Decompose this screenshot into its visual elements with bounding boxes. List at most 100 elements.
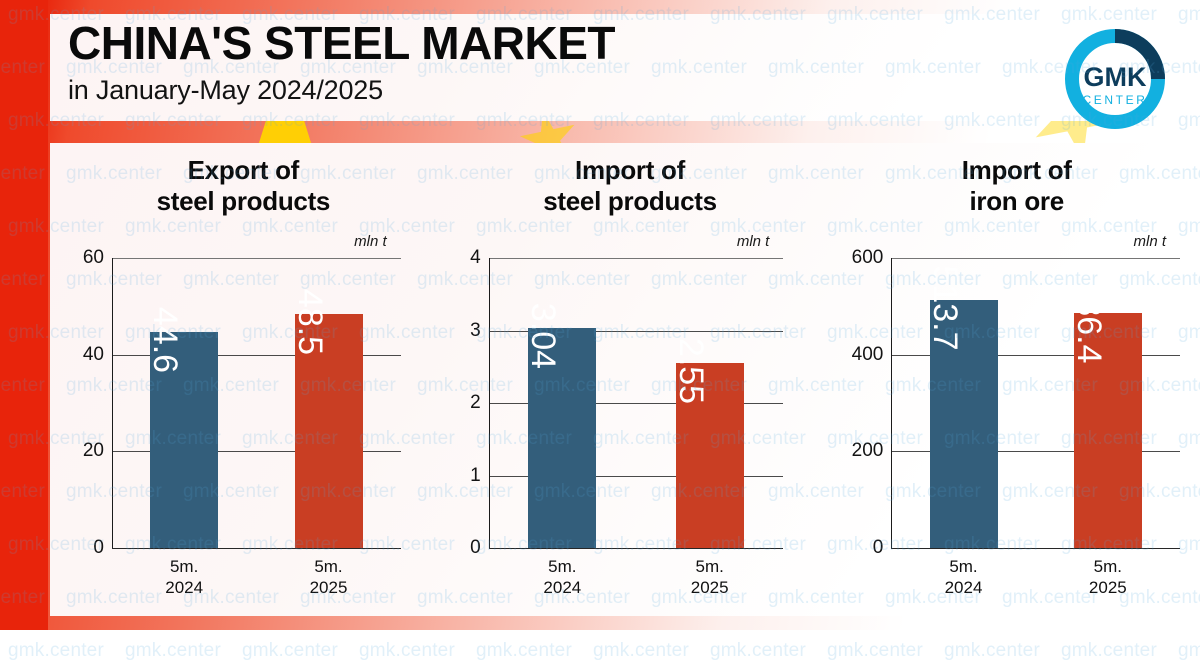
y-axis-tick-label: 4 — [470, 247, 481, 268]
bar-2024[interactable]: 513.7 — [926, 265, 998, 548]
gridline — [891, 258, 1181, 259]
flag-red-band — [0, 0, 48, 630]
chart-title-line-1: Export of — [187, 155, 300, 185]
bar-2024[interactable]: 44.6 — [146, 307, 219, 548]
chart-3: Import of iron ore mln t 0 200 400 600 513.7 5m.… — [823, 143, 1200, 616]
x-axis-label-line: 5m. — [314, 557, 343, 576]
charts-container: Export of steel products mln t 0 20 40 60 44.6 5… — [50, 143, 1200, 616]
logo-secondary-text: CENTER — [1083, 93, 1148, 107]
x-axis-category-label: 5m. 2024 — [543, 556, 581, 598]
logo-primary-text: GMK — [1084, 62, 1147, 92]
watermark: gmk.center — [827, 640, 923, 661]
y-axis-tick-label: 200 — [851, 440, 884, 462]
watermark: gmk.center — [125, 640, 221, 661]
plot-area: 0 200 400 600 513.7 5m. 2024 486.4 5m. 2025 — [852, 247, 1181, 597]
watermark: gmk.center — [1061, 640, 1157, 661]
chart-unit-label: mln t — [1133, 233, 1167, 250]
x-axis-category-label: 5m. 2024 — [165, 556, 203, 598]
bar-value-label: 44.6 — [146, 307, 185, 374]
chart-title-line-2: steel products — [156, 185, 331, 216]
chart-2: Import of steel products mln t 0 1 2 3 4 3.04 5m.… — [437, 143, 824, 616]
y-axis-line — [891, 258, 893, 548]
watermark: gmk.center — [476, 640, 572, 661]
watermark: gmk.center — [8, 640, 104, 661]
chart-title-line-2: iron ore — [969, 185, 1064, 216]
y-axis-tick-label: 400 — [851, 343, 884, 365]
gridline — [891, 451, 1181, 453]
gridline — [112, 258, 401, 259]
bar-value-label: 513.7 — [925, 265, 964, 351]
y-axis-line — [112, 258, 113, 548]
x-axis-category-label: 5m. 2024 — [945, 556, 983, 598]
logo-ring-accent — [1114, 29, 1165, 80]
x-axis-label-line: 5m. — [1093, 557, 1123, 576]
bar-2025[interactable]: 48.5 — [291, 289, 363, 548]
y-axis-line — [488, 258, 490, 548]
chart-title-line-2: steel products — [543, 185, 717, 216]
axis-x-line — [488, 548, 784, 549]
gridline — [488, 330, 784, 332]
watermark: gmk.center — [593, 640, 689, 661]
chart-title-line-1: Import of — [575, 155, 685, 185]
gridline — [112, 354, 401, 356]
bar-2025[interactable]: 2.55 — [672, 338, 744, 548]
x-axis-label-line: 2024 — [944, 578, 983, 598]
bar-2024[interactable]: 3.04 — [524, 303, 597, 548]
x-axis-category-label: 5m. 2025 — [691, 556, 729, 598]
watermark: gmk.center — [944, 640, 1040, 661]
x-axis-label-line: 5m. — [949, 557, 978, 576]
bar-value-label: 48.5 — [290, 288, 329, 355]
y-axis-tick-label: 2 — [470, 392, 481, 413]
y-axis-tick-label: 0 — [93, 537, 104, 558]
bar-2025[interactable]: 486.4 — [1070, 278, 1142, 548]
axis-x-line — [891, 548, 1181, 549]
header-text-block: CHINA'S STEEL MARKET in January-May 2024… — [68, 17, 616, 106]
x-axis-label-line: 2024 — [543, 578, 582, 598]
watermark: gmk.center — [242, 640, 338, 661]
header-panel: CHINA'S STEEL MARKET in January-May 2024… — [50, 14, 1200, 121]
axis-x-line — [112, 548, 401, 549]
logo-svg: GMK CENTER — [1065, 29, 1165, 129]
gridline — [891, 354, 1181, 356]
x-axis-category-label: 5m. 2025 — [310, 556, 348, 598]
y-axis-tick-label: 0 — [470, 537, 481, 558]
chart-unit-label: mln t — [736, 233, 770, 250]
y-axis-tick-label: 1 — [470, 464, 481, 486]
y-axis-tick-label: 20 — [82, 440, 104, 462]
chart-title: Export of steel products — [50, 155, 437, 216]
chart-title: Import of iron ore — [823, 155, 1200, 216]
page-subtitle: in January-May 2024/2025 — [68, 75, 383, 105]
charts-panel — [50, 143, 1200, 616]
plot-area: 0 20 40 60 44.6 5m. 2024 48.5 5m. 2025 — [83, 247, 401, 597]
gmk-center-logo[interactable]: GMK CENTER — [1059, 23, 1171, 135]
y-axis-tick-label: 40 — [82, 343, 104, 365]
watermark: gmk.center — [1178, 640, 1200, 661]
bar-value-label: 2.55 — [671, 338, 710, 405]
x-axis-label-line: 2025 — [690, 578, 729, 598]
gridline — [488, 403, 784, 404]
chart-1: Export of steel products mln t 0 20 40 60 44.6 5… — [50, 143, 437, 616]
watermark: gmk.center — [359, 640, 455, 661]
x-axis-label-line: 5m. — [548, 557, 577, 576]
bar-value-label: 486.4 — [1069, 278, 1108, 364]
plot-area: 0 1 2 3 4 3.04 5m. 2024 2.55 5m. 2025 — [470, 247, 784, 597]
gridline — [112, 451, 401, 453]
x-axis-label-line: 2025 — [1088, 578, 1127, 598]
chart-unit-label: mln t — [354, 233, 387, 250]
gridline — [488, 258, 784, 259]
chart-title: Import of steel products — [437, 155, 824, 216]
y-axis-tick-label: 0 — [872, 537, 884, 558]
y-axis-tick-label: 3 — [470, 319, 481, 341]
page-title: CHINA'S STEEL MARKET — [68, 17, 616, 69]
watermark: gmk.center — [710, 640, 806, 661]
bar-value-label: 3.04 — [524, 302, 563, 369]
y-axis-tick-label: 60 — [82, 247, 104, 268]
chart-title-line-1: Import of — [961, 155, 1072, 185]
x-axis-label-line: 2025 — [309, 578, 348, 598]
x-axis-label-line: 2024 — [165, 578, 204, 598]
x-axis-label-line: 5m. — [695, 557, 724, 576]
y-axis-tick-label: 600 — [851, 247, 884, 268]
gridline — [488, 475, 784, 477]
x-axis-category-label: 5m. 2025 — [1089, 556, 1127, 598]
x-axis-label-line: 5m. — [169, 557, 199, 576]
